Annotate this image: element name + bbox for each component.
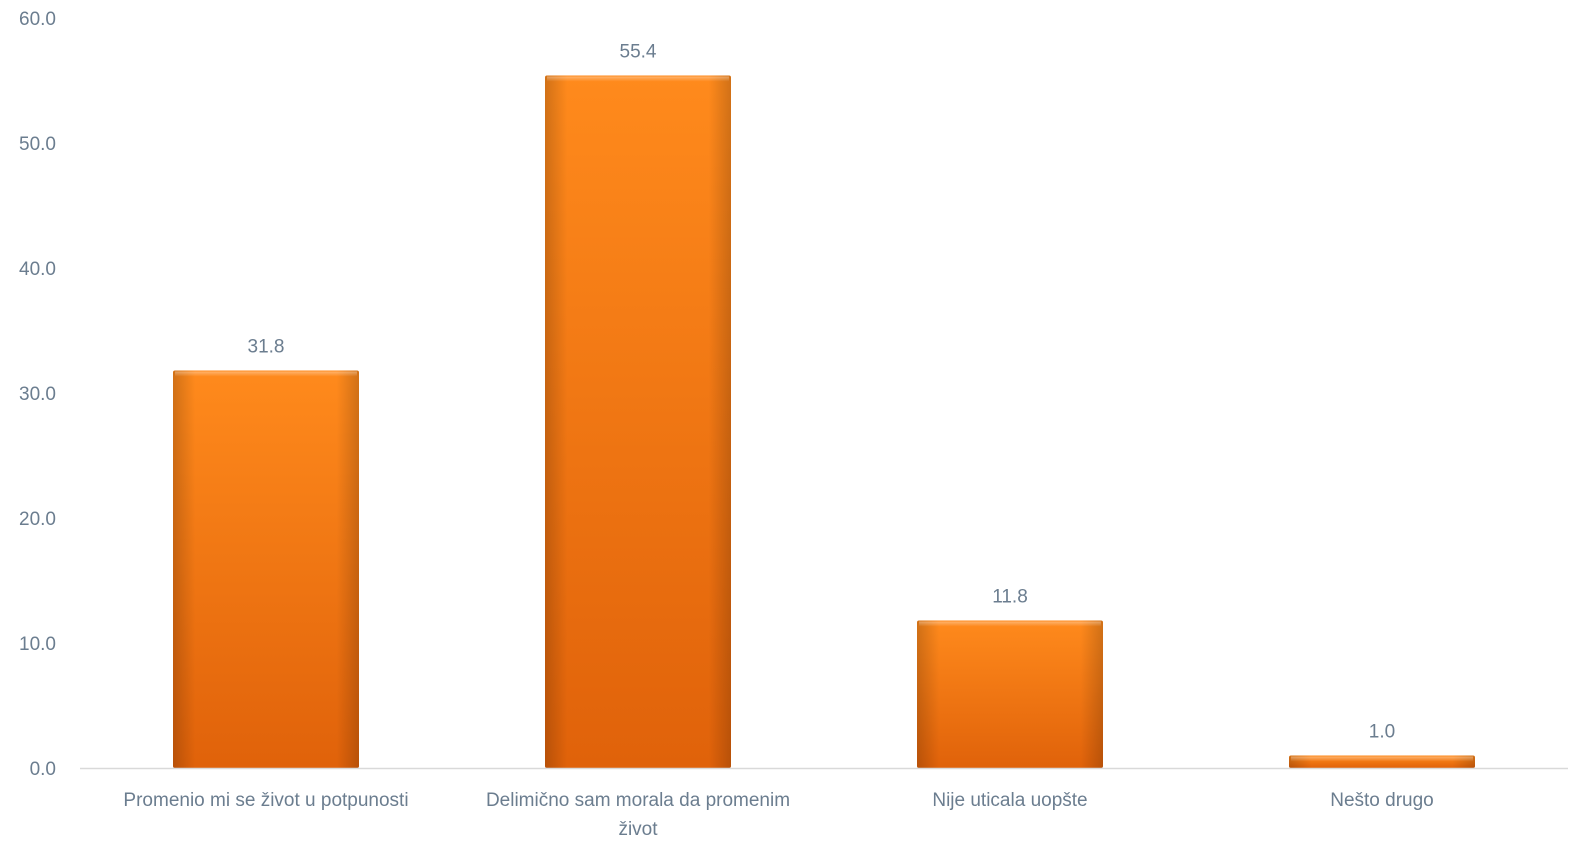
bar-value-label: 1.0 [1369, 722, 1395, 743]
bar-highlight [547, 76, 729, 82]
y-tick-label: 40.0 [19, 259, 56, 280]
x-tick-label: Nije uticala uopšte [932, 790, 1087, 811]
bar [545, 75, 731, 768]
bar [173, 370, 359, 768]
bar [1289, 755, 1475, 768]
data-labels-group: 31.8 55.4 11.8 1.0 [248, 42, 1396, 743]
bar-value-label: 31.8 [248, 337, 285, 358]
y-tick-label: 30.0 [19, 384, 56, 405]
y-tick-label: 0.0 [30, 759, 56, 780]
bar-bevel [545, 75, 731, 768]
bar [917, 620, 1103, 768]
bar-value-label: 55.4 [620, 42, 657, 63]
x-axis-tick-labels: Promenio mi se život u potpunosti Delimič… [123, 790, 1433, 840]
y-tick-label: 50.0 [19, 134, 56, 155]
x-tick-label: Delimično sam morala da promenim život [486, 790, 790, 840]
bar-bevel [173, 370, 359, 768]
bar-value-label: 11.8 [992, 587, 1028, 608]
x-tick-label: Nešto drugo [1330, 790, 1434, 811]
y-tick-label: 20.0 [19, 509, 56, 530]
bar-highlight [1291, 756, 1473, 762]
x-tick-label: Promenio mi se život u potpunosti [123, 790, 408, 811]
bars-group [173, 75, 1475, 768]
bar-highlight [175, 371, 357, 377]
bar-bevel [917, 620, 1103, 768]
y-tick-label: 60.0 [19, 9, 56, 30]
bar-highlight [919, 621, 1101, 627]
y-axis-tick-labels: 0.0 10.0 20.0 30.0 40.0 50.0 60.0 [19, 9, 56, 780]
y-tick-label: 10.0 [19, 634, 56, 655]
